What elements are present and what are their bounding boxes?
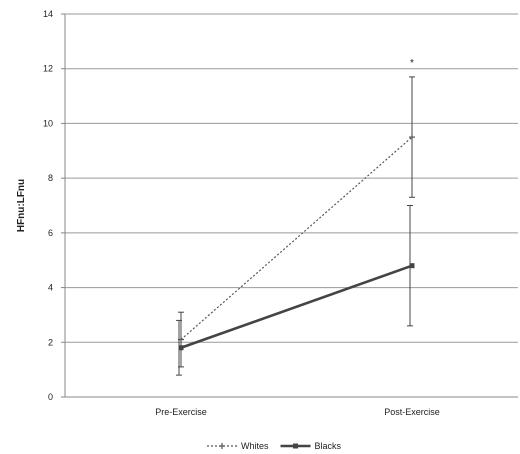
legend-sample-blacks [280, 443, 311, 449]
y-tick-label: 6 [48, 228, 53, 238]
x-tick-label: Post-Exercise [384, 407, 440, 417]
y-tick-label: 14 [43, 9, 53, 19]
series-line-whites [180, 136, 413, 341]
data-point [178, 345, 184, 351]
series-line-blacks [180, 264, 413, 349]
x-tick-labels: Pre-Exercise Post-Exercise [155, 407, 440, 417]
y-tick-labels: 0 2 4 6 8 10 12 14 [43, 9, 53, 402]
y-axis-label: HFnu:LFnu [16, 179, 27, 232]
data-point [409, 134, 415, 141]
legend-label: Blacks [315, 441, 342, 451]
y-tick-label: 8 [48, 173, 53, 183]
significance-asterisk: * [410, 58, 414, 69]
y-tick-label: 4 [48, 283, 53, 293]
axes [61, 13, 518, 398]
annotations: * [410, 58, 414, 69]
y-tick-label: 0 [48, 392, 53, 402]
y-tick-label: 12 [43, 64, 53, 74]
series-layer [176, 76, 415, 376]
legend: Whites Blacks [207, 441, 342, 451]
x-tick-label: Pre-Exercise [155, 407, 207, 417]
y-tick-label: 2 [48, 337, 53, 347]
legend-label: Whites [241, 441, 269, 451]
data-point [409, 263, 415, 269]
legend-sample-whites [207, 443, 237, 449]
gridlines [65, 13, 518, 343]
legend-marker [293, 443, 299, 449]
y-tick-label: 10 [43, 118, 53, 128]
